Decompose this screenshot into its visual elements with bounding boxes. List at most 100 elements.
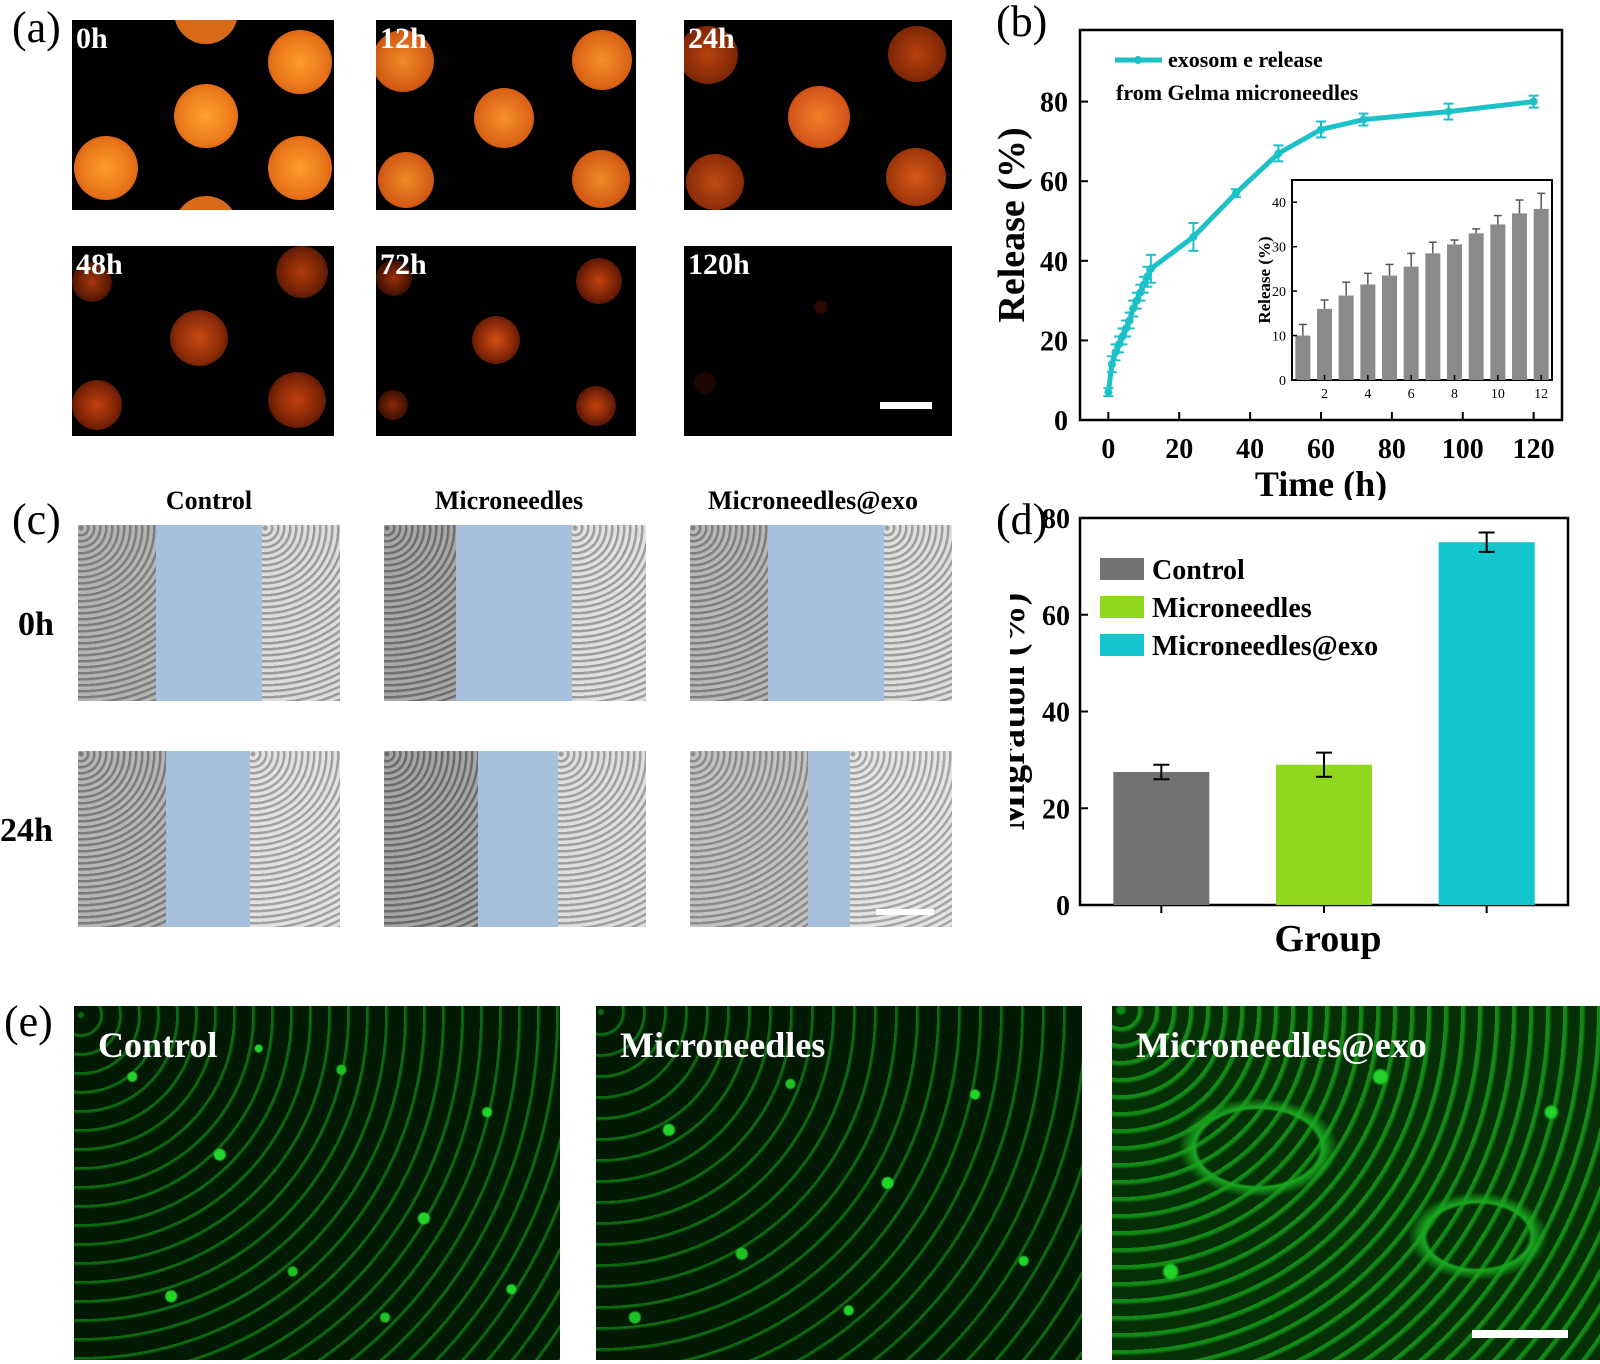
x-tick-label: 40: [1236, 434, 1264, 465]
x-axis-label: Time (h): [1255, 464, 1387, 500]
wound-image-microneedles-0h: [384, 525, 646, 701]
microneedle-spot: [268, 372, 326, 428]
fluorescence-tile-24h: 24h: [684, 20, 952, 210]
row-label-24h: 24h: [0, 812, 53, 849]
data-point: [1231, 189, 1240, 198]
microneedle-spot: [268, 30, 332, 94]
y-tick-label: 40: [1042, 698, 1070, 729]
x-tick-label: 120: [1513, 434, 1555, 465]
y-tick-label: 0: [1054, 406, 1068, 437]
wound-image-microneedles-24h: [384, 751, 646, 927]
wound-image-microneedles-exo-24h: [690, 751, 952, 927]
microneedle-spot: [376, 260, 412, 296]
data-point: [1143, 272, 1152, 281]
wound-gap: [768, 525, 884, 701]
inset-bar: [1447, 244, 1462, 380]
time-label: 48h: [76, 248, 123, 281]
inset-bar: [1295, 335, 1311, 380]
bar-2: [1438, 542, 1535, 905]
data-point: [1529, 97, 1538, 106]
row-label-0h: 0h: [18, 606, 54, 643]
inset-y-tick-label: 40: [1272, 196, 1286, 211]
microneedle-spot: [474, 88, 534, 148]
microneedle-spot: [888, 26, 946, 82]
image-label: Control: [98, 1025, 218, 1065]
scale-bar: [876, 909, 934, 915]
y-axis-label: Release (%): [991, 127, 1033, 322]
time-label: 0h: [76, 22, 108, 55]
time-label: 12h: [380, 22, 427, 55]
bar-1: [1276, 764, 1372, 905]
microneedle-spot: [174, 84, 238, 148]
time-label: 120h: [688, 248, 750, 281]
legend-swatch: [1100, 558, 1144, 580]
microneedle-spot: [174, 196, 238, 210]
inset-bar: [1403, 266, 1419, 380]
y-tick-label: 80: [1042, 504, 1070, 535]
time-label: 72h: [380, 248, 427, 281]
legend-label: Microneedles: [1152, 593, 1312, 624]
inset-x-tick-label: 8: [1451, 387, 1458, 402]
panel-label-d: (d): [996, 495, 1048, 544]
microneedle-spot: [572, 30, 632, 90]
fluorescence-tile-120h: 120h: [684, 246, 952, 436]
image-label: Microneedles: [620, 1025, 826, 1065]
x-tick-label: 80: [1378, 434, 1406, 465]
inset-bar: [1338, 295, 1354, 380]
column-title-control: Control: [165, 486, 253, 515]
panel-label-e: (e): [4, 997, 53, 1046]
inset-bar: [1317, 308, 1332, 380]
wound-gap: [166, 751, 250, 927]
legend-swatch: [1100, 634, 1144, 656]
bar-0: [1113, 771, 1210, 905]
fluorescence-image-microneedles: Microneedles: [596, 1006, 1082, 1360]
x-tick-label: 0: [1101, 434, 1115, 465]
fluorescence-image-microneedles-exo: Microneedles@exo: [1112, 1006, 1600, 1360]
panel-label-b: (b): [996, 0, 1048, 46]
fluorescence-image-control: Control: [74, 1006, 560, 1360]
microneedle-spot: [378, 152, 434, 208]
data-point: [1274, 149, 1283, 158]
panel-label-c: (c): [12, 495, 61, 544]
inset-y-tick-label: 30: [1272, 241, 1286, 256]
microneedle-spot: [472, 316, 520, 364]
data-point: [1146, 264, 1155, 273]
inset-y-tick-label: 0: [1279, 374, 1286, 389]
x-axis-label: Group: [1274, 918, 1381, 960]
data-point: [1107, 360, 1116, 369]
inset-x-tick-label: 4: [1364, 387, 1371, 402]
image-label: Microneedles@exo: [1136, 1025, 1427, 1065]
microneedle-spot: [886, 148, 946, 206]
panel-label-a: (a): [12, 3, 61, 52]
column-title-microneedles-exo: Microneedles@exo: [708, 486, 918, 515]
inset-x-tick-label: 6: [1408, 387, 1415, 402]
x-tick-label: 60: [1307, 434, 1335, 465]
microneedle-spot: [788, 86, 850, 148]
microneedle-spot: [572, 150, 630, 208]
wound-image-microneedles-exo-0h: [690, 525, 952, 701]
y-tick-label: 40: [1040, 247, 1068, 278]
microneedle-spot: [576, 258, 622, 304]
microneedle-spot: [276, 246, 328, 298]
inset-y-tick-label: 10: [1272, 330, 1286, 345]
microneedle-spot: [376, 30, 434, 92]
inset-bar: [1468, 233, 1484, 380]
inset-bar: [1360, 284, 1376, 380]
column-title-microneedles: Microneedles: [434, 486, 584, 515]
fluorescence-tile-48h: 48h: [72, 246, 334, 436]
legend-swatch: [1100, 596, 1144, 618]
microneedle-spot: [576, 386, 616, 426]
wound-gap: [156, 525, 262, 701]
inset-bar: [1512, 213, 1527, 380]
data-point: [1189, 232, 1198, 241]
data-point: [1125, 316, 1134, 325]
fluorescence-tile-12h: 12h: [376, 20, 636, 210]
data-point: [1317, 125, 1325, 134]
legend-marker: [1134, 56, 1142, 64]
inset-x-tick-label: 12: [1534, 387, 1548, 402]
legend-label: Microneedles@exo: [1152, 631, 1378, 662]
microneedle-spot: [72, 380, 122, 430]
inset-x-tick-label: 10: [1491, 387, 1505, 402]
inset-bar: [1382, 275, 1397, 380]
